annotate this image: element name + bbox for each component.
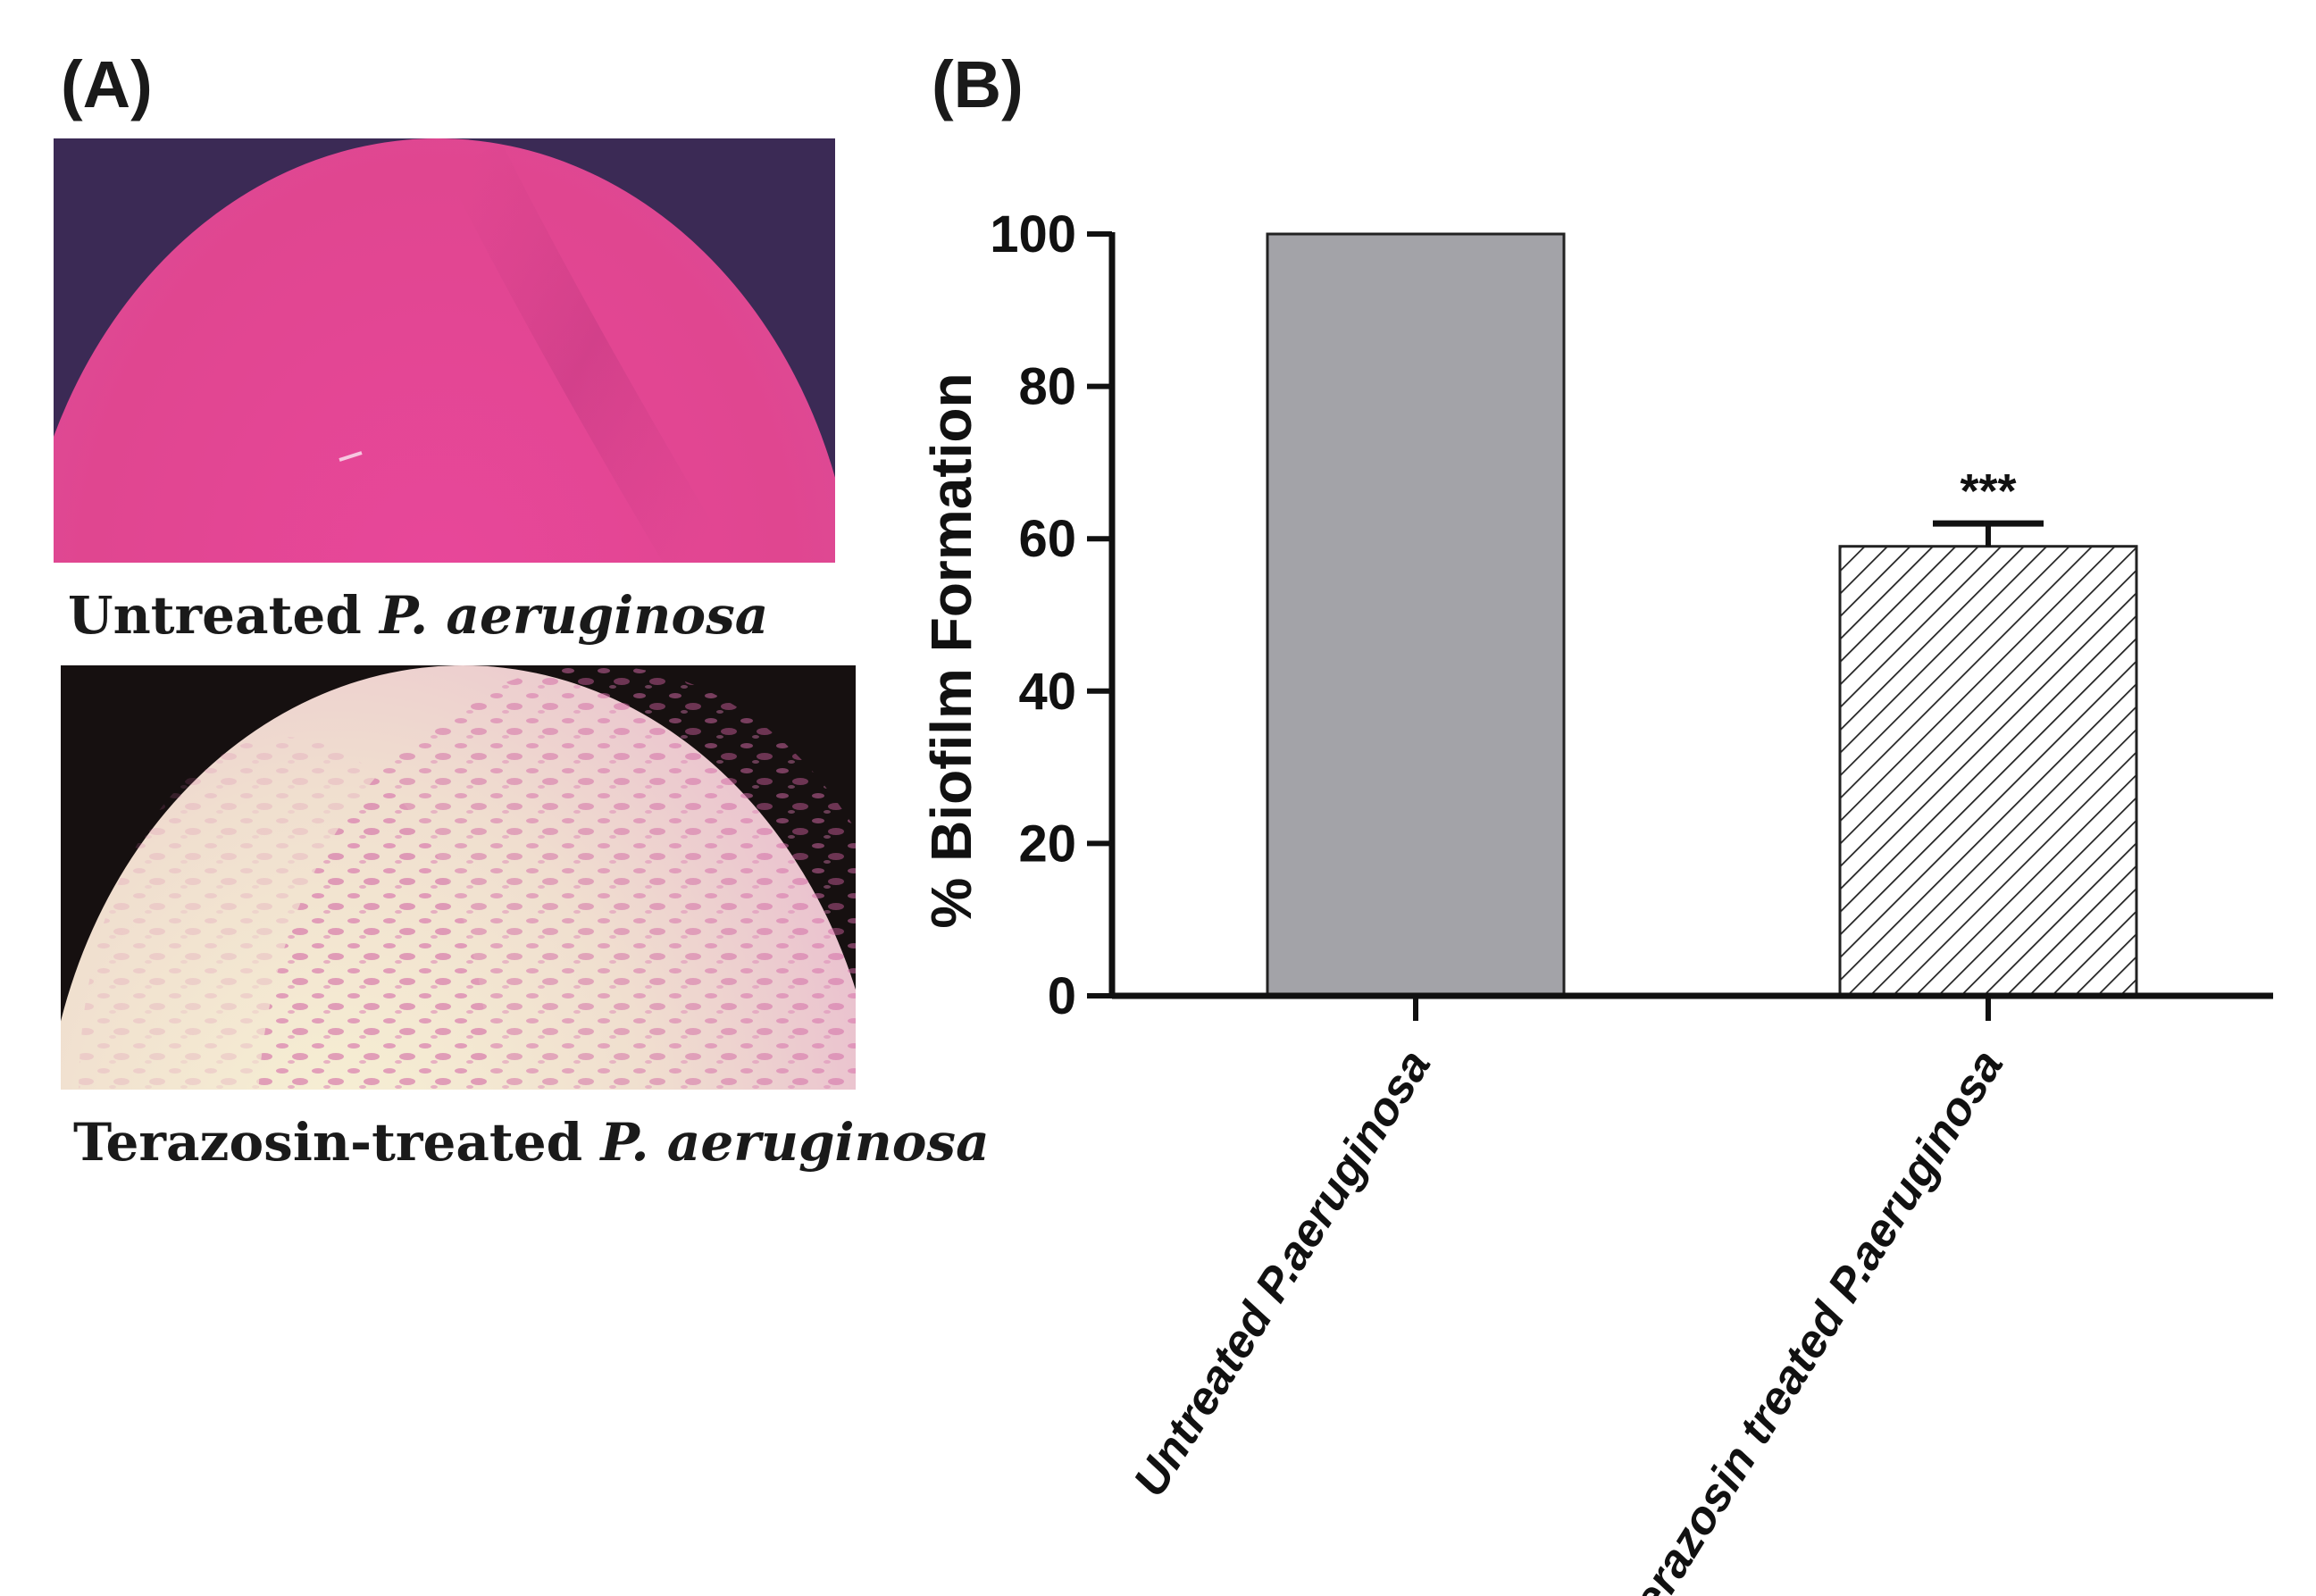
y-tick-label-60: 60: [1018, 510, 1076, 568]
y-tick-label-0: 0: [1048, 967, 1076, 1025]
untreated-micrograph: [54, 138, 835, 563]
y-tick-label-80: 80: [1018, 358, 1076, 416]
y-tick-label-100: 100: [990, 205, 1076, 263]
y-tick-label-20: 20: [1018, 815, 1076, 873]
panel-label-b: (B): [932, 47, 1024, 121]
untreated-caption-species: P. aeruginosa: [380, 585, 769, 646]
untreated-caption-prefix: Untreated: [68, 585, 380, 646]
bar-1: [1266, 232, 1566, 998]
untreated-caption: Untreated P. aeruginosa: [68, 585, 768, 646]
terazosin-treated-caption-prefix: Terazosin-treated: [73, 1112, 601, 1173]
y-tick-label-40: 40: [1018, 663, 1076, 721]
terazosin-treated-caption-species: P. aeruginosa: [600, 1112, 990, 1173]
bar-2: [1838, 545, 2138, 998]
terazosin-treated-micrograph: [61, 665, 856, 1090]
x-category-label-1: Untreated P.aeruginosa: [1124, 1041, 1441, 1506]
significance-label-2: ***: [1960, 464, 2016, 518]
x-category-label-2: Terazosin treated P.aeruginosa: [1609, 1041, 2013, 1596]
terazosin-treated-caption: Terazosin-treated P. aeruginosa: [73, 1112, 990, 1173]
y-axis-label: % Biofilm Formation: [919, 372, 983, 928]
panel-label-a: (A): [61, 47, 153, 121]
